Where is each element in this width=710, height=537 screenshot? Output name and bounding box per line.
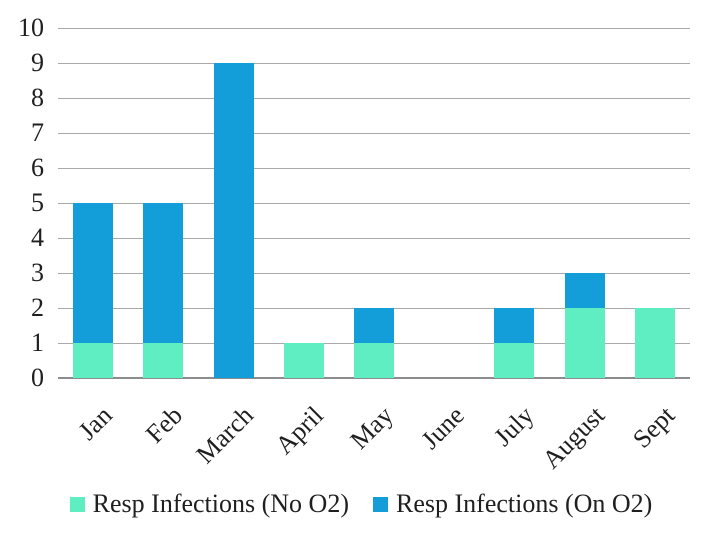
y-tick-label-5: 5 <box>31 188 44 217</box>
y-tick-label-4: 4 <box>31 223 44 252</box>
bar-may-series-0 <box>354 343 394 378</box>
y-tick-label-10: 10 <box>18 13 44 42</box>
x-tick-label-sept: Sept <box>626 400 680 454</box>
x-tick-label-august: August <box>536 400 610 475</box>
bar-jan-series-1 <box>73 203 114 343</box>
x-tick-label-march: March <box>190 400 259 470</box>
x-axis: Jan Feb March April May June July August Sept <box>58 378 690 483</box>
y-tick-label-3: 3 <box>31 258 44 287</box>
bar-feb-series-0 <box>143 343 184 378</box>
plot-area <box>58 28 690 379</box>
legend-swatch-on-o2-icon <box>373 496 388 512</box>
gridline-3 <box>58 273 690 274</box>
bar-july-series-0 <box>494 343 535 378</box>
gridline-4 <box>58 238 690 239</box>
x-axis-line <box>58 377 690 379</box>
legend-label-on-o2: Resp Infections (On O2) <box>396 489 653 518</box>
bar-august-series-0 <box>564 308 605 378</box>
legend-label-no-o2: Resp Infections (No O2) <box>92 489 349 518</box>
y-tick-label-0: 0 <box>31 363 44 392</box>
gridline-6 <box>58 168 690 169</box>
gridline-10 <box>58 28 690 29</box>
x-tick-label-jan: Jan <box>73 400 119 446</box>
bar-july-series-1 <box>494 308 535 343</box>
legend-item-no-o2: Resp Infections (No O2) <box>69 489 349 519</box>
y-tick-label-6: 6 <box>31 153 44 182</box>
bar-may-series-1 <box>354 308 394 343</box>
bar-april-series-0 <box>283 343 324 378</box>
y-tick-label-9: 9 <box>31 48 44 77</box>
gridline-9 <box>58 63 690 64</box>
legend-item-on-o2: Resp Infections (On O2) <box>373 489 652 519</box>
bar-march-series-1 <box>213 63 254 378</box>
y-tick-label-8: 8 <box>31 83 44 112</box>
x-tick-label-july: July <box>488 400 540 452</box>
gridline-8 <box>58 98 690 99</box>
y-tick-label-2: 2 <box>31 293 44 322</box>
legend-swatch-no-o2-icon <box>69 496 85 512</box>
legend: Resp Infections (No O2) Resp Infections … <box>0 489 710 519</box>
y-tick-label-7: 7 <box>31 118 44 147</box>
bar-jan-series-0 <box>73 343 114 378</box>
x-tick-label-may: May <box>344 400 400 455</box>
bar-august-series-1 <box>564 273 605 308</box>
x-tick-label-june: June <box>415 400 470 455</box>
bar-feb-series-1 <box>143 203 184 343</box>
y-tick-label-1: 1 <box>31 328 44 357</box>
bar-sept-series-0 <box>634 308 675 378</box>
x-tick-label-april: April <box>269 400 329 460</box>
x-tick-label-feb: Feb <box>140 400 189 449</box>
gridline-5 <box>58 203 690 204</box>
gridline-7 <box>58 133 690 134</box>
y-axis: 0 1 2 3 4 5 6 7 8 9 10 <box>0 15 50 391</box>
